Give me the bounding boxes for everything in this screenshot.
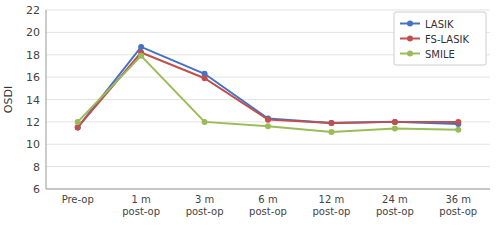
y-tick-label: 18 — [26, 49, 40, 62]
y-tick-label: 10 — [26, 138, 40, 151]
point-marker — [328, 120, 334, 126]
y-tick-label: 6 — [33, 183, 40, 196]
point-marker — [75, 124, 81, 130]
legend: LASIK FS-LASIK SMILE — [394, 12, 486, 65]
point-marker — [265, 117, 271, 123]
x-axis-line — [46, 189, 490, 190]
point-marker — [328, 120, 334, 126]
grid-line — [46, 166, 490, 167]
y-tick-label: 20 — [26, 26, 40, 39]
point-marker — [138, 44, 144, 50]
grid-line — [46, 99, 490, 100]
point-marker — [328, 129, 334, 135]
chart: 6 8 10 12 14 16 18 20 22 Pre-op 1 mpost-op 3 mpost-… — [0, 0, 500, 229]
x-tick-label: 36 mpost-op — [439, 194, 477, 217]
point-marker — [455, 119, 461, 125]
point-marker — [392, 119, 398, 125]
x-tick-label: 3 mpost-op — [186, 194, 224, 217]
legend-box — [394, 12, 486, 65]
grid-line — [46, 10, 490, 11]
x-tick-label: 6 mpost-op — [249, 194, 287, 217]
legend-label: LASIK — [425, 19, 454, 30]
x-tick-label: 1 mpost-op — [122, 194, 160, 217]
y-tick-label: 16 — [26, 71, 40, 84]
point-marker — [455, 127, 461, 133]
point-marker — [392, 126, 398, 132]
x-tick-label: Pre-op — [62, 194, 94, 205]
y-tick-label: 12 — [26, 116, 40, 129]
point-marker — [392, 119, 398, 125]
y-tick-label: 8 — [33, 161, 40, 174]
grid-line — [46, 189, 490, 190]
y-tick-label: 22 — [26, 4, 40, 17]
point-marker — [75, 124, 81, 130]
legend-label: FS-LASIK — [425, 34, 469, 45]
x-tick-label: 12 mpost-op — [312, 194, 350, 217]
legend-label: SMILE — [425, 49, 455, 60]
point-marker — [202, 119, 208, 125]
grid-line — [46, 144, 490, 145]
legend-marker — [407, 21, 413, 27]
y-tick-label: 14 — [26, 94, 40, 107]
grid-line — [46, 77, 490, 78]
point-marker — [138, 53, 144, 59]
x-tick-label: 24 mpost-op — [376, 194, 414, 217]
legend-marker — [407, 51, 413, 57]
y-axis-label: OSDI — [2, 86, 15, 113]
point-marker — [265, 123, 271, 129]
series-line — [78, 56, 459, 132]
point-marker — [202, 75, 208, 81]
point-marker — [75, 119, 81, 125]
legend-marker — [407, 36, 413, 42]
y-axis-line — [46, 10, 47, 189]
